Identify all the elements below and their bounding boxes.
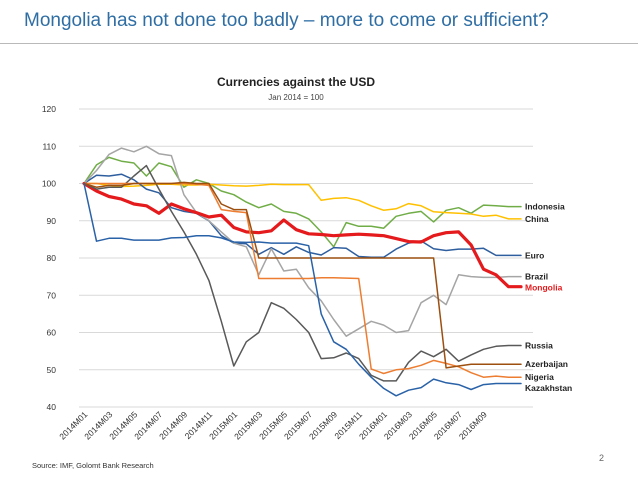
slide-title: Mongolia has not done too badly – more t… (24, 10, 549, 31)
title-divider (0, 43, 638, 44)
y-tick-label: 80 (47, 253, 57, 263)
series-label-mongolia: Mongolia (525, 283, 563, 293)
y-axis-ticks: 40 50 60 70 80 90 100 110 120 (42, 104, 56, 412)
series-label-nigeria: Nigeria (525, 372, 554, 382)
series-lines (82, 145, 523, 397)
chart-title: Currencies against the USD (217, 75, 375, 89)
source-note: Source: IMF, Golomt Bank Research (32, 461, 154, 470)
series-line-indonesia (83, 156, 522, 248)
series-label-azerbaijan: Azerbaijan (525, 359, 568, 369)
series-line-azerbaijan (83, 181, 522, 369)
series-label-brazil: Brazil (525, 272, 548, 282)
x-axis-ticks: 2014M012014M032014M052014M072014M092014M… (57, 409, 489, 441)
chart-subtitle: Jan 2014 = 100 (268, 93, 324, 102)
series-label-indonesia: Indonesia (525, 202, 565, 212)
series-label-euro: Euro (525, 250, 544, 260)
y-tick-label: 50 (47, 365, 57, 375)
series-label-kazakhstan: Kazakhstan (525, 383, 572, 393)
gridlines (79, 108, 533, 408)
series-label-china: China (525, 214, 549, 224)
y-tick-label: 120 (42, 104, 56, 114)
series-line-china (83, 182, 522, 220)
y-tick-label: 100 (42, 179, 56, 189)
series-line-kazakhstan (83, 182, 522, 397)
y-tick-label: 40 (47, 402, 57, 412)
y-tick-label: 60 (47, 328, 57, 338)
series-label-russia: Russia (525, 341, 553, 351)
series-line-euro (83, 173, 522, 259)
y-tick-label: 90 (47, 216, 57, 226)
series-line-brazil (83, 145, 522, 337)
y-tick-label: 70 (47, 290, 57, 300)
series-line-russia (83, 164, 522, 382)
series-line-mongolia (82, 181, 523, 289)
page-number: 2 (598, 453, 604, 463)
y-tick-label: 110 (42, 141, 56, 151)
x-tick-label: 2016M09 (457, 409, 489, 441)
